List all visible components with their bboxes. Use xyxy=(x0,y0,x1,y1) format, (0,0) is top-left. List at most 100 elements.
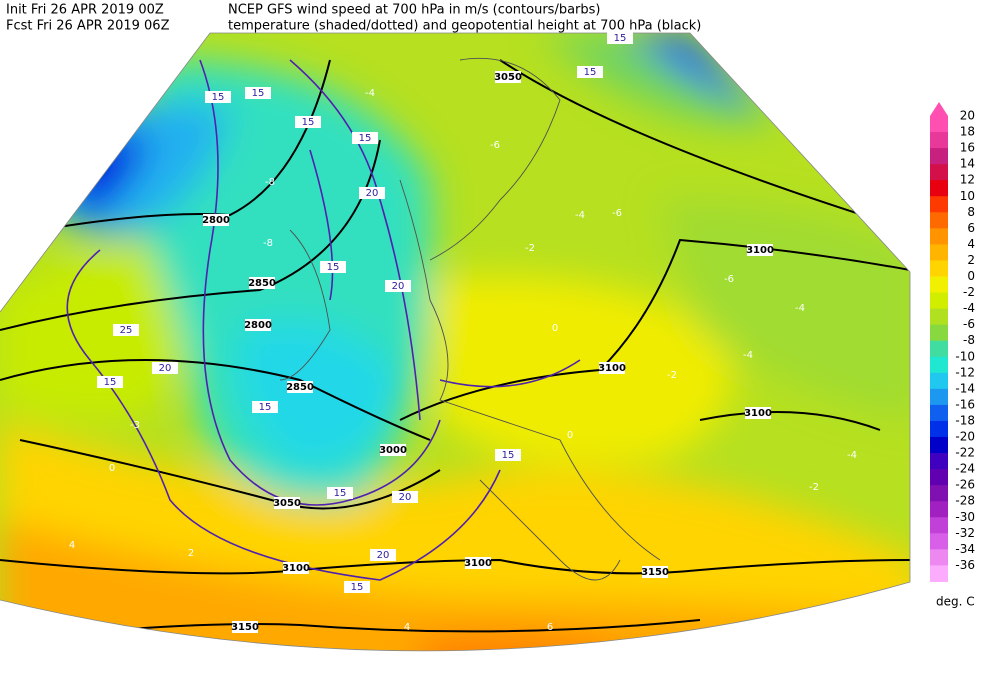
map-border xyxy=(0,32,911,652)
label-box xyxy=(465,557,491,569)
temperature-label: 4 xyxy=(404,622,410,633)
colorbar-label: -28 xyxy=(955,494,975,508)
wind-label: 20 xyxy=(159,363,172,374)
label-box xyxy=(380,444,406,456)
temperature-label: -8 xyxy=(263,238,273,249)
colorbar-swatch xyxy=(930,132,948,149)
temperature-label: -6 xyxy=(724,274,734,285)
temperature-label: -4 xyxy=(795,303,805,314)
temperature-label: -6 xyxy=(612,208,622,219)
wind-contours xyxy=(66,59,581,581)
wind-label: 15 xyxy=(614,33,627,44)
colorbar-label: -20 xyxy=(955,430,975,444)
colorbar-swatch xyxy=(930,420,948,438)
colorbar-swatch xyxy=(930,372,948,390)
colorbar-label: -6 xyxy=(963,317,975,331)
temperature-label: 0 xyxy=(552,323,558,334)
wind-label: 15 xyxy=(327,262,340,273)
height-label: 3150 xyxy=(641,567,669,578)
height-label: 2850 xyxy=(248,278,276,289)
temperature-label: -2 xyxy=(809,482,819,493)
colorbar-label: -4 xyxy=(963,301,975,315)
label-box xyxy=(287,381,313,393)
temperature-label: -4 xyxy=(575,210,585,221)
temperature-label: -4 xyxy=(847,450,857,461)
temperature-label: 0 xyxy=(109,463,115,474)
wind-label: 20 xyxy=(377,550,390,561)
label-box xyxy=(274,497,300,509)
colorbar-label: -10 xyxy=(955,349,975,363)
colorbar-label: 6 xyxy=(967,221,975,235)
label-box xyxy=(495,449,521,461)
wind-label: 15 xyxy=(502,450,515,461)
colorbar-swatch xyxy=(930,116,948,133)
temperature-label: -2 xyxy=(667,370,677,381)
label-box xyxy=(252,401,278,413)
temperature-label: 4 xyxy=(69,540,75,551)
colorbar-swatch xyxy=(930,164,948,181)
colorbar-arrow xyxy=(930,102,948,116)
colorbar-swatch xyxy=(930,260,948,277)
label-box xyxy=(97,376,123,388)
colorbar-swatch xyxy=(930,244,948,261)
label-box xyxy=(747,244,773,256)
colorbar-swatch xyxy=(930,485,948,502)
colorbar-label: -14 xyxy=(955,381,975,395)
label-box xyxy=(113,324,139,336)
colorbar-label: -2 xyxy=(963,285,975,299)
colorbar-label: 10 xyxy=(960,189,975,203)
temperature-label: 6 xyxy=(547,622,553,633)
colorbar-label: -12 xyxy=(955,365,975,379)
colorbar-swatch xyxy=(930,437,948,454)
wind-label: 15 xyxy=(252,88,265,99)
temperature-label: -2 xyxy=(525,243,535,254)
colorbar-label: 14 xyxy=(960,157,975,171)
map xyxy=(0,33,910,651)
colorbar-swatch xyxy=(930,501,948,518)
height-label: 2800 xyxy=(202,215,230,226)
label-box xyxy=(642,566,668,578)
colorbar-label: -18 xyxy=(955,413,975,427)
init-time: Init Fri 26 APR 2019 00Z xyxy=(6,3,164,18)
label-box xyxy=(203,214,229,226)
colorbar-label: 20 xyxy=(960,109,975,123)
colorbar: 20181614121086420-2-4-6-8-10-12-14-16-18… xyxy=(930,102,975,582)
temperature-label: -3 xyxy=(130,420,140,431)
temperature-label: 2 xyxy=(188,548,194,559)
colorbar-swatch xyxy=(930,517,948,534)
colorbar-label: -24 xyxy=(955,462,975,476)
temperature-label: -6 xyxy=(490,140,500,151)
label-box xyxy=(327,487,353,499)
height-label: 3150 xyxy=(231,622,259,633)
wind-label: 20 xyxy=(392,281,405,292)
colorbar-label: 16 xyxy=(960,141,975,155)
coastlines xyxy=(279,57,661,581)
subtitle: temperature (shaded/dotted) and geopoten… xyxy=(228,19,701,34)
colorbar-swatch xyxy=(930,453,948,470)
colorbar-label: -30 xyxy=(955,510,975,524)
colorbar-swatch xyxy=(930,388,948,406)
temperature-label: 0 xyxy=(567,430,573,441)
label-box xyxy=(577,66,603,78)
colorbar-swatch xyxy=(930,565,948,582)
label-box xyxy=(320,261,346,273)
temperature-label: -4 xyxy=(743,350,753,361)
label-box xyxy=(245,319,271,331)
label-box xyxy=(392,491,418,503)
label-box xyxy=(205,91,231,103)
height-label: 3050 xyxy=(494,72,522,83)
colorbar-swatch xyxy=(930,212,948,229)
label-box xyxy=(370,549,396,561)
temperature-label: -8 xyxy=(265,177,275,188)
colorbar-swatch xyxy=(930,196,948,213)
map-labels: 2800 2850 2800 2850 3000 3050 3100 3100 3150 3150… xyxy=(69,32,857,633)
colorbar-swatch xyxy=(930,148,948,165)
label-box xyxy=(249,277,275,289)
height-label: 3100 xyxy=(744,408,772,419)
wind-label: 15 xyxy=(259,402,272,413)
colorbar-swatch xyxy=(930,356,948,374)
height-label: 3100 xyxy=(746,245,774,256)
label-box xyxy=(283,562,309,574)
colorbar-swatch xyxy=(930,549,948,566)
